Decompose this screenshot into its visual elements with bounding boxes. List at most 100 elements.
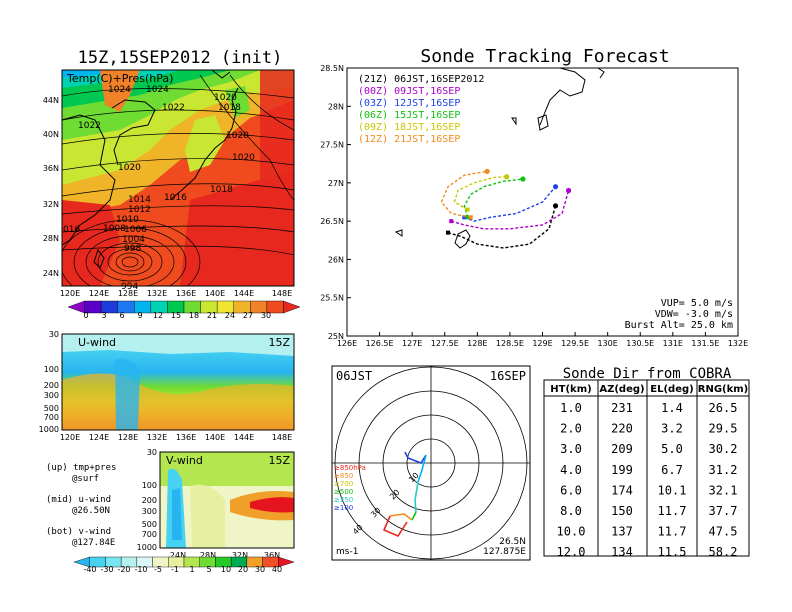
hodograph-trace: [382, 451, 427, 538]
wind-bar-label: 5: [206, 565, 211, 574]
u-wind-y-axis: 30 100 200 300 500 700 1000: [39, 330, 59, 434]
map-y-label: 40N: [43, 130, 59, 139]
table-cell: 6.7: [661, 463, 683, 477]
note-line: @26.50N: [72, 506, 110, 516]
wind-bar-label: -30: [100, 565, 113, 574]
u-y-label: 1000: [39, 425, 59, 434]
v-x-label: 32N: [232, 551, 248, 560]
track-x-tick-label: 129.5E: [561, 339, 589, 348]
note-line: (bot) v-wind: [46, 527, 111, 537]
track-x-tick-label: 126.5E: [366, 339, 394, 348]
isobar-labels: 1024 1024 1022 1020 1018 1022 1020 1020 …: [63, 85, 255, 292]
u-x-label: 148E: [272, 433, 292, 442]
wind-bar-label: 1: [189, 565, 194, 574]
table-header-cell: RNG(km): [698, 384, 749, 395]
note-line: (mid) u-wind: [46, 495, 111, 505]
hodograph-legend-entry: ≥850: [334, 472, 353, 480]
isobar-label: 1004: [122, 235, 145, 245]
track-y-tick-label: 27N: [328, 179, 344, 188]
isobar-label: 1014: [128, 195, 151, 205]
hodograph-units: ms-1: [336, 547, 358, 557]
burst-point: [552, 184, 559, 190]
annotation: VUP= 5.0 m/s: [661, 298, 733, 309]
track-x-tick-label: 127.5E: [431, 339, 459, 348]
temperature-field: [62, 70, 294, 286]
table-header: HT(km) AZ(deg) EL(deg) RNG(km): [550, 384, 748, 395]
map-x-label: 140E: [205, 289, 225, 298]
isobar-label: 1006: [124, 225, 147, 235]
u-x-label: 120E: [60, 433, 80, 442]
v-y-label: 1000: [137, 543, 157, 552]
u-wind-field: [62, 334, 294, 430]
map-y-label: 32N: [43, 200, 59, 209]
isobar-label: 1020: [214, 93, 237, 103]
track-x-tick-label: 126E: [337, 339, 357, 348]
hodograph-segment-850: [389, 513, 413, 521]
v-wind-field: [160, 452, 294, 548]
wind-bar-label: -20: [117, 565, 130, 574]
v-wind-y-axis: 30 100 200 300 500 700 1000: [137, 448, 157, 552]
wind-bar-label: -5: [154, 565, 162, 574]
u-x-label: 128E: [118, 433, 138, 442]
track-line: [464, 186, 557, 222]
temp-bar-swatch: [283, 300, 301, 314]
table-header-cell: AZ(deg): [599, 384, 644, 395]
table-cell: 32.1: [709, 483, 738, 497]
temp-bar-swatch: [67, 300, 85, 314]
v-y-label: 30: [147, 448, 157, 457]
track-annotations: VUP= 5.0 m/s VDW= -3.0 m/s Burst Alt= 25…: [625, 298, 733, 331]
temp-bar-label: 15: [171, 311, 181, 320]
track-line: [440, 170, 488, 219]
u-x-label: 144E: [234, 433, 254, 442]
u-x-label: 136E: [176, 433, 196, 442]
legend-entry: (09Z) 18JST,16SEP: [358, 122, 460, 133]
track-x-tick-label: 129E: [532, 339, 552, 348]
map-y-label: 44N: [43, 96, 59, 105]
isobar-label: 1020: [118, 163, 141, 173]
legend-entry: (00Z) 09JST,16SEP: [358, 86, 460, 97]
note-line: @surf: [72, 474, 99, 484]
hodograph-rings: [332, 366, 530, 560]
wind-bar-label: 30: [255, 565, 265, 574]
track-x-tick-label: 131E: [663, 339, 683, 348]
v-wind-frame: [159, 451, 295, 549]
track-y-tick-label: 25.5N: [320, 294, 344, 303]
hodograph-legend: ≥850hPa ≥850 ≥700 ≥500 ≥250 ≥100: [334, 464, 366, 512]
v-wind-x-axis: 24N 28N 32N 36N: [170, 551, 280, 560]
u-y-label: 500: [44, 404, 59, 413]
isobar-label: 1022: [162, 103, 185, 113]
table-cell: 3.0: [560, 442, 582, 456]
table-cell: 3.2: [661, 422, 683, 436]
launch-point: [465, 215, 470, 220]
table-cell: 37.7: [709, 504, 738, 518]
table-cell: 47.5: [709, 525, 738, 539]
table-cell: 174: [611, 483, 633, 497]
isobar-label: 1008: [103, 224, 126, 234]
v-y-label: 300: [142, 507, 157, 516]
temp-bar-label: 27: [243, 311, 253, 320]
map-x-label: 120E: [60, 289, 80, 298]
table-cell: 5.0: [661, 442, 683, 456]
launch-point: [449, 219, 454, 224]
launch-point: [465, 207, 470, 212]
temp-bar-label: 9: [137, 311, 142, 320]
v-y-label: 700: [142, 530, 157, 539]
table-cell: 199: [611, 463, 633, 477]
v-x-label: 24N: [170, 551, 186, 560]
hodograph-segment-100: [404, 451, 427, 464]
table-cell: 29.5: [709, 422, 738, 436]
hodograph-legend-entry: ≥250: [334, 496, 353, 504]
isobar-label: 1012: [128, 205, 151, 215]
table-body: 1.0 231 1.4 26.5 2.0 220 3.2 29.5 3.0 209 5.0 30.2 4…: [557, 401, 738, 559]
table-cell: 150: [611, 504, 633, 518]
isobar-label: 1024: [146, 85, 169, 95]
wind-bar-label: -1: [171, 565, 179, 574]
track-line: [451, 190, 570, 230]
hodograph-legend-entry: ≥100: [334, 504, 353, 512]
table-cell: 12.0: [557, 545, 586, 559]
table-title: Sonde Dir from COBRA: [563, 366, 732, 382]
track-x-tick-label: 132E: [728, 339, 748, 348]
legend-entry: (06Z) 15JST,16SEP: [358, 110, 460, 121]
table-cell: 4.0: [560, 463, 582, 477]
burst-point: [484, 168, 490, 174]
